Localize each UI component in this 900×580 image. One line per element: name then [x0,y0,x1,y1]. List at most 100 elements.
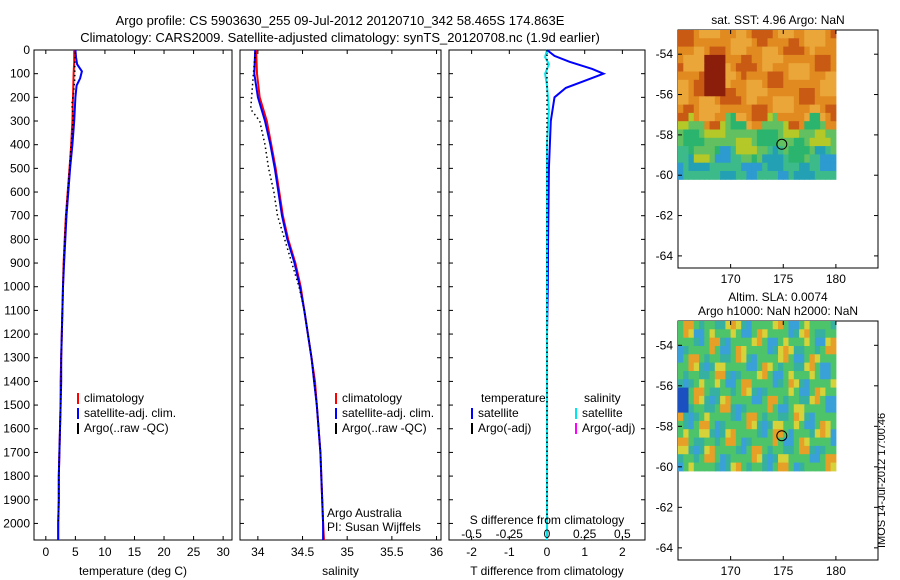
heatmap-cell [772,162,779,172]
heatmap-cell [762,46,768,56]
heatmap-cell [820,437,826,447]
heatmap-cell [778,30,784,39]
heatmap-cell [683,445,690,455]
heatmap-cell [735,346,742,355]
heatmap-cell [778,354,784,364]
heatmap-cell [772,429,779,438]
heatmap-cell [756,171,763,180]
heatmap-cell [699,445,705,455]
heatmap-cell [814,329,821,339]
heatmap-cell [704,395,711,405]
s-diff-tick-label: -0.5 [461,527,482,541]
heatmap-cell [714,321,721,330]
x-axis-label: T difference from climatology [470,564,624,578]
heatmap-cell [778,54,784,64]
x-tick-label: 1 [581,545,588,559]
heatmap-cell [720,96,726,106]
heatmap-cell [693,88,700,97]
heatmap-cell [799,112,805,122]
heatmap-cell [788,387,795,397]
heatmap-cell [778,104,784,114]
heatmap-cell [693,30,700,39]
heatmap-cell [704,71,711,81]
heatmap-cell [714,329,721,339]
heatmap-cell [762,404,768,414]
heatmap-cell [793,46,800,56]
heatmap-cell [778,121,784,130]
heatmap-cell [767,54,774,64]
heatmap-cell [820,371,826,380]
heatmap-cell [809,112,816,122]
heatmap-cell [688,30,695,39]
heatmap-cell [730,104,737,114]
heatmap-cell [720,445,726,455]
heatmap-cell [704,387,711,397]
heatmap-cell [756,137,763,147]
heatmap-cell [709,445,716,455]
heatmap-cell [799,395,805,405]
heatmap-cell [709,63,716,72]
heatmap-cell [756,162,763,172]
heatmap-cell [772,346,779,355]
heatmap-cell [772,321,779,330]
heatmap-cell [688,137,695,147]
heatmap-cell [825,437,832,447]
heatmap-cell [793,63,800,72]
argo-australia-label: Argo Australia [327,506,402,520]
heatmap-cell [762,329,768,339]
heatmap-cell [725,329,732,339]
heatmap-cell [804,371,811,380]
heatmap-cell [814,346,821,355]
heatmap-cell [725,354,732,364]
heatmap-cell [678,129,684,139]
heatmap-cell [709,38,716,48]
heatmap-cell [714,46,721,56]
s-diff-axis-label: S difference from climatology [470,513,625,527]
heatmap-cell [709,420,716,430]
heatmap-cell [714,412,721,422]
heatmap-cell [799,54,805,64]
heatmap-cell [804,346,811,355]
heatmap-cell [778,379,784,389]
heatmap-cell [714,137,721,147]
heatmap-cell [693,404,700,414]
heatmap-cell [830,445,837,455]
heatmap-cell [730,154,737,164]
heatmap-cell [799,71,805,81]
heatmap-cell [751,429,758,438]
x-tick-label: 170 [721,564,741,578]
x-tick-label: 0 [544,545,551,559]
heatmap-cell [830,171,837,180]
heatmap-cell [725,379,732,389]
heatmap-cell [825,146,832,155]
heatmap-cell [746,162,753,172]
heatmap-cell [830,395,837,405]
heatmap-cell [725,154,732,164]
heatmap-cell [809,371,816,380]
heatmap-cell [762,412,768,422]
heatmap-cell [830,112,837,122]
heatmap-cell [725,121,732,130]
heatmap-cell [751,454,758,463]
map-title: sat. SST: 4.96 Argo: NaN [711,13,844,27]
heatmap-cell [693,412,700,422]
heatmap-cell [772,337,779,347]
heatmap-cell [820,146,826,155]
heatmap-cell [793,162,800,172]
heatmap-cell [693,129,700,139]
heatmap-cell [767,445,774,455]
heatmap-cell [751,38,758,48]
heatmap-cell [735,162,742,172]
heatmap-cell [756,420,763,430]
heatmap-cell [699,420,705,430]
heatmap-cell [741,462,747,472]
heatmap-cell [783,71,790,81]
heatmap-cell [735,404,742,414]
x-tick-label: 5 [72,545,79,559]
heatmap-cell [804,121,811,130]
heatmap-cell [709,404,716,414]
heatmap-cell [720,437,726,447]
heatmap-cell [751,404,758,414]
heatmap-cell [741,146,747,155]
heatmap-cell [704,88,711,97]
